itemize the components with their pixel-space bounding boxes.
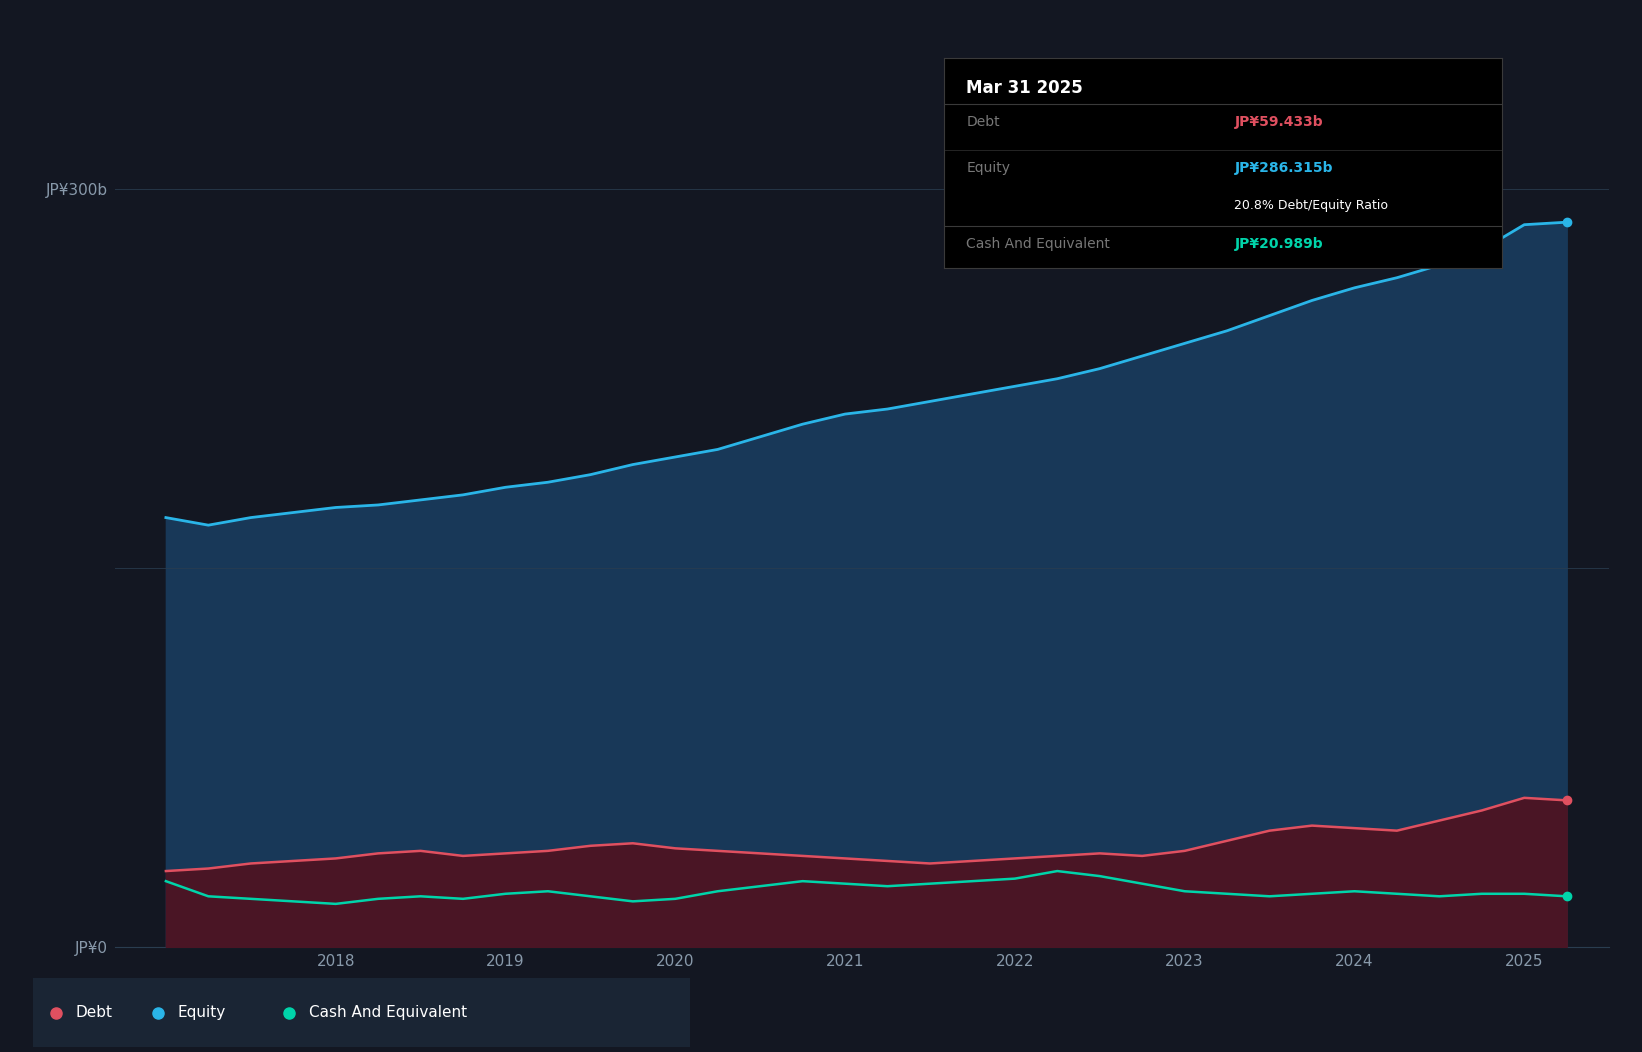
Text: JP¥59.433b: JP¥59.433b [1235,115,1323,128]
Text: Equity: Equity [967,161,1010,175]
Text: Equity: Equity [177,1005,225,1020]
Text: Cash And Equivalent: Cash And Equivalent [967,237,1110,250]
Text: 20.8% Debt/Equity Ratio: 20.8% Debt/Equity Ratio [1235,199,1389,211]
Text: Cash And Equivalent: Cash And Equivalent [309,1005,466,1020]
Text: Debt: Debt [967,115,1000,128]
Text: Mar 31 2025: Mar 31 2025 [967,79,1084,97]
Text: JP¥286.315b: JP¥286.315b [1235,161,1333,175]
Text: Debt: Debt [76,1005,113,1020]
Text: JP¥20.989b: JP¥20.989b [1235,237,1323,250]
